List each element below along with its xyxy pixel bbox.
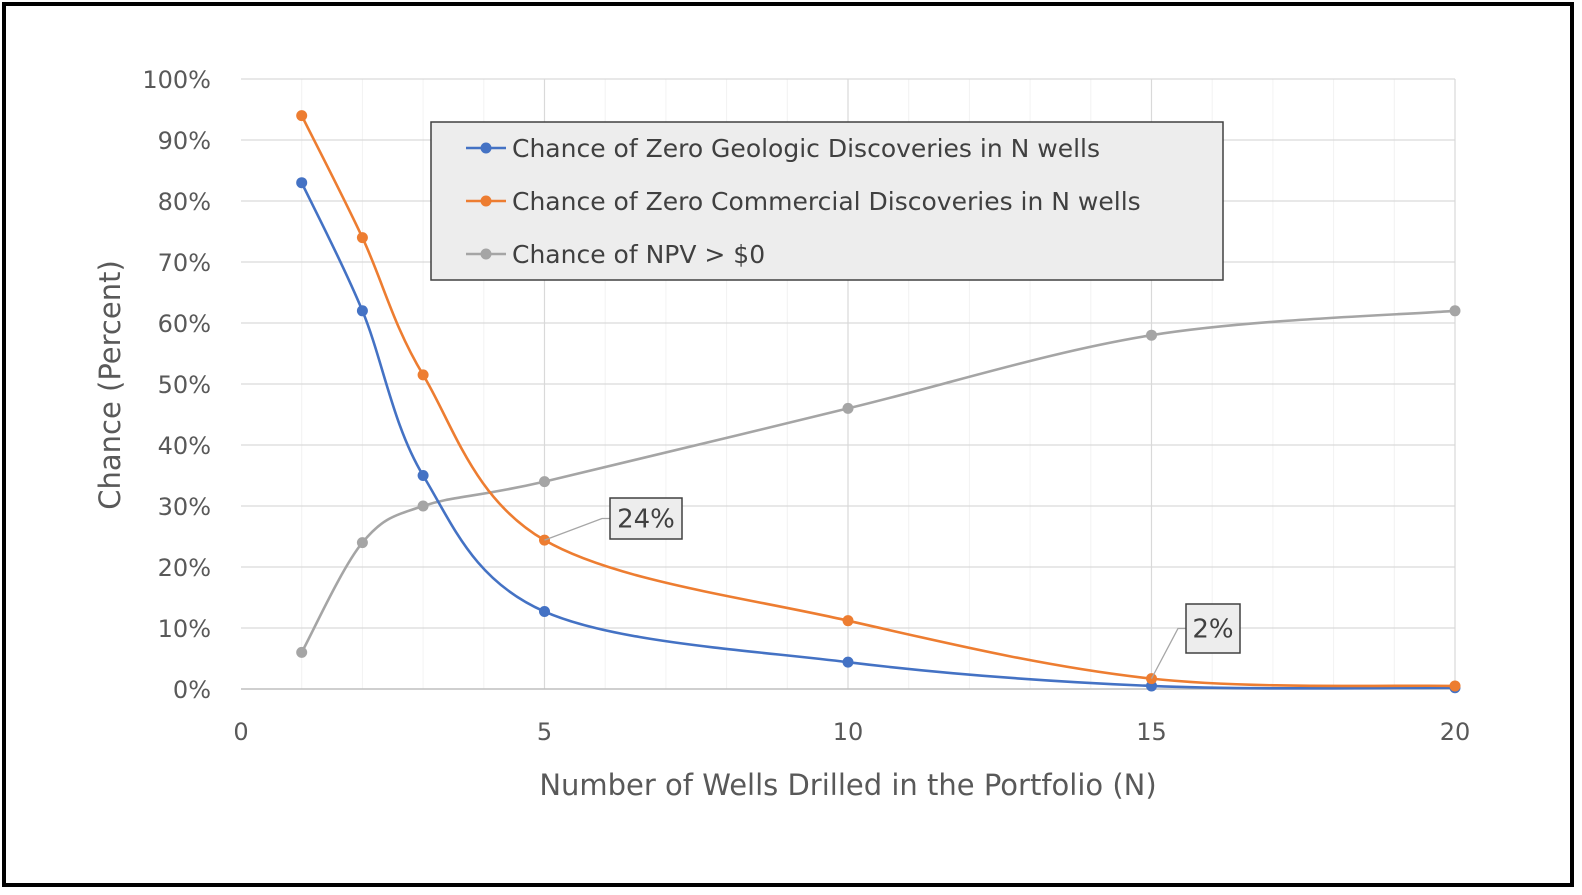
legend-entry-2: Chance of NPV > $0 [512,240,765,269]
callout-label: 24% [617,505,675,535]
data-point-2 [356,537,368,549]
callout-box [609,497,683,540]
data-point-1 [1449,680,1461,692]
y-tick-label: 50% [158,371,211,399]
y-tick-label: 70% [158,249,211,277]
y-tick-label: 30% [158,493,211,521]
x-tick-label: 0 [233,718,248,746]
data-point-2 [1449,305,1461,317]
series-line-2 [300,309,1456,654]
y-tick-label: 10% [158,615,211,643]
x-tick-label: 5 [537,718,552,746]
data-point-2 [842,402,854,414]
data-point-2 [296,646,308,658]
data-point-0 [356,305,368,317]
y-tick-label: 20% [158,554,211,582]
series-line-1 [300,115,1456,688]
data-point-1 [296,110,308,122]
callout-leader [1150,627,1186,679]
x-axis-title: Number of Wells Drilled in the Portfolio… [539,768,1156,802]
y-tick-label: 100% [142,66,211,94]
data-point-0 [296,177,308,189]
y-tick-label: 60% [158,310,211,338]
x-axis-ticks: 0 5 10 15 20 [233,718,1470,746]
data-point-0 [842,656,854,668]
y-axis-title: Chance (Percent) [93,260,127,510]
callout-box [1185,603,1241,654]
data-point-0 [417,470,429,481]
x-tick-label: 20 [1440,718,1471,746]
y-axis-ticks: 0% 10% 20% 30% 40% 50% 60% 70% 80% 90% 100% [142,66,211,704]
y-tick-label: 90% [158,127,211,155]
y-tick-label: 40% [158,432,211,460]
data-point-1 [842,615,854,627]
series-line-0 [300,182,1456,690]
data-point-2 [539,476,550,488]
series-layer [296,110,1461,694]
y-tick-label: 0% [173,676,211,704]
x-tick-label: 15 [1136,718,1167,746]
callouts: 24% 2% [544,497,1241,679]
data-point-1 [356,232,368,244]
callout-label: 2% [1192,615,1233,645]
data-point-1 [417,369,429,381]
legend-box [430,121,1224,281]
legend: Chance of Zero Geologic Discoveries in N… [430,121,1224,281]
data-point-2 [417,500,429,512]
legend-entry-0: Chance of Zero Geologic Discoveries in N… [512,134,1100,163]
legend-swatch-marker [480,142,492,154]
legend-entry-1: Chance of Zero Commercial Discoveries in… [512,187,1141,216]
x-tick-label: 10 [833,718,864,746]
legend-swatch-marker [480,248,492,260]
y-tick-label: 80% [158,188,211,216]
callout-leader [544,517,610,541]
legend-swatch-marker [480,195,492,207]
data-point-2 [1146,329,1157,341]
data-point-0 [539,606,550,618]
